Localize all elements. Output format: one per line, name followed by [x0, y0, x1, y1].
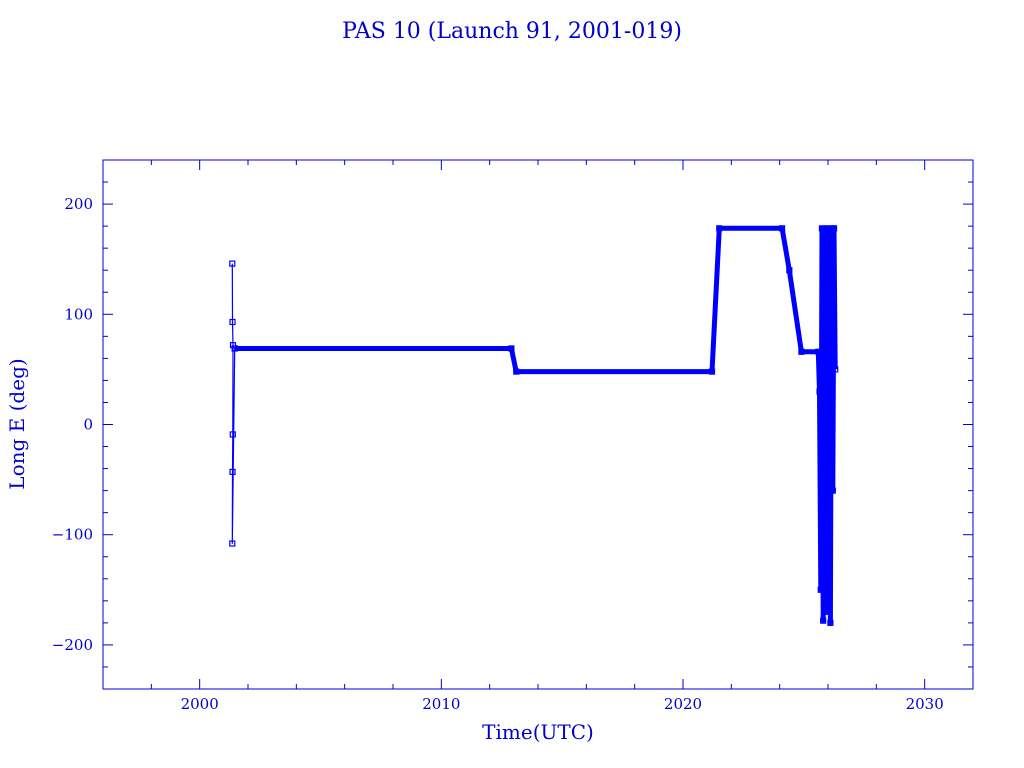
x-tick-label: 2000	[181, 695, 219, 713]
data-point	[829, 487, 836, 494]
series-group	[229, 225, 839, 626]
data-point	[229, 342, 237, 349]
data-point	[229, 540, 236, 547]
series-line	[231, 263, 236, 545]
y-tick-label: 200	[64, 195, 93, 213]
y-tick-labels: 200 100 0 −100 −200	[52, 195, 93, 654]
y-axis-label: Long E (deg)	[5, 358, 29, 489]
data-point	[708, 368, 716, 375]
data-point	[508, 345, 515, 352]
x-axis-label: Time(UTC)	[482, 720, 594, 744]
data-point	[820, 617, 827, 624]
data-point	[229, 260, 236, 267]
data-point	[827, 619, 834, 626]
data-point	[786, 267, 793, 274]
data-point	[826, 289, 833, 296]
data-point	[821, 245, 828, 252]
y-tick-label: 0	[83, 416, 93, 434]
data-point	[716, 225, 723, 232]
y-tick-label: 100	[64, 305, 93, 323]
data-point	[231, 345, 238, 352]
data-point	[778, 225, 786, 232]
x-tick-labels: 2000 2010 2020 2030	[181, 695, 944, 713]
data-point	[229, 318, 236, 326]
data-point	[816, 388, 823, 395]
data-point	[815, 348, 822, 355]
x-tick-label: 2030	[906, 695, 944, 713]
data-point	[229, 431, 236, 438]
y-tick-label: −200	[52, 636, 93, 654]
data-point	[832, 366, 839, 373]
data-point	[513, 368, 520, 375]
data-point	[817, 586, 824, 593]
x-tick-label: 2020	[664, 695, 702, 713]
data-point	[229, 468, 236, 475]
series-line	[234, 225, 838, 626]
x-tick-label: 2010	[422, 695, 460, 713]
axis-ticks	[102, 159, 974, 690]
data-point	[824, 608, 832, 615]
data-point	[798, 348, 805, 355]
y-tick-label: −100	[52, 526, 93, 544]
data-point	[830, 225, 838, 232]
data-point	[822, 520, 829, 527]
chart-title: PAS 10 (Launch 91, 2001-019)	[342, 19, 682, 44]
